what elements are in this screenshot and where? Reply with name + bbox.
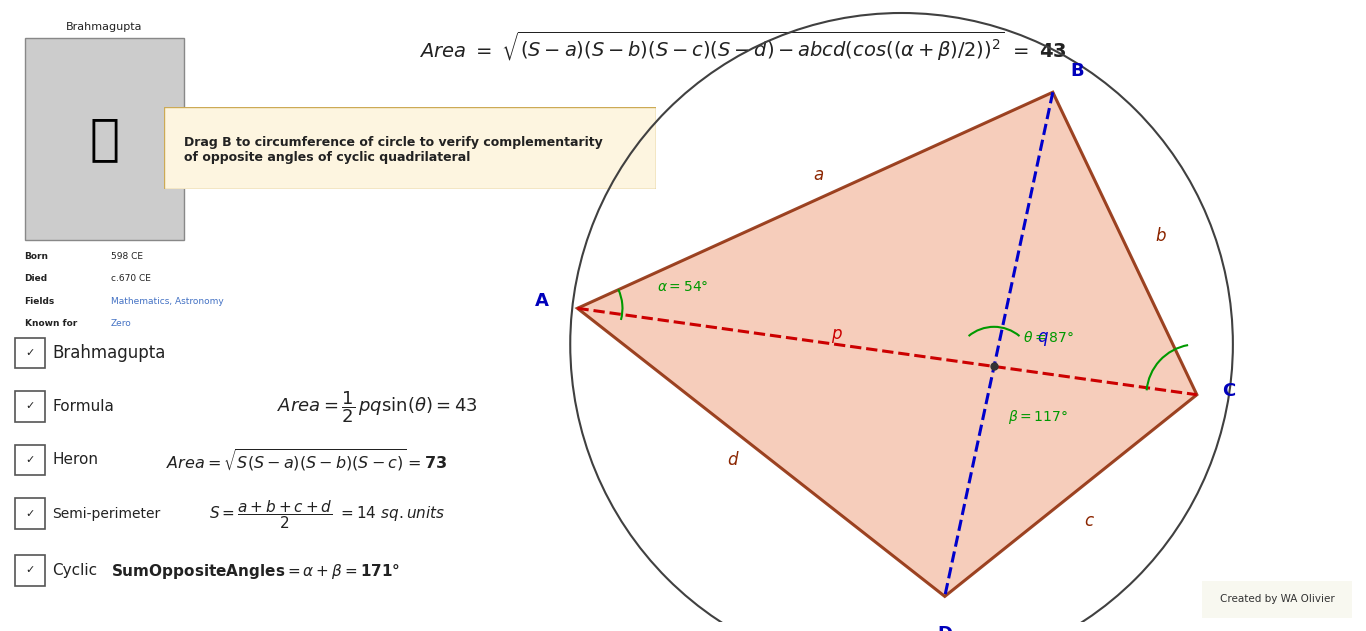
Text: 598 CE: 598 CE	[111, 252, 142, 261]
Text: b: b	[1156, 227, 1167, 245]
Text: ✓: ✓	[26, 455, 34, 465]
Text: Zero: Zero	[111, 319, 131, 327]
Text: ✓: ✓	[26, 565, 34, 575]
Text: Brahmagupta: Brahmagupta	[66, 21, 143, 32]
Text: $\mathit{Area}\ =\ \sqrt{(S-a)(S-b)(S-c)(S-d) - abcd(cos((\alpha+\beta)/2))^2}\ : $\mathit{Area}\ =\ \sqrt{(S-a)(S-b)(S-c)…	[419, 30, 1067, 62]
Text: C: C	[1223, 382, 1235, 400]
Text: Formula: Formula	[52, 399, 115, 414]
Text: $\theta = 87°$: $\theta = 87°$	[1023, 330, 1074, 345]
Text: $\mathit{Area} = \sqrt{S(S-a)(S-b)(S-c)} = \mathbf{73}$: $\mathit{Area} = \sqrt{S(S-a)(S-b)(S-c)}…	[167, 447, 447, 474]
Text: a: a	[814, 166, 824, 184]
Text: Fields: Fields	[25, 297, 55, 305]
Polygon shape	[578, 92, 1197, 596]
Text: Mathematics, Astronomy: Mathematics, Astronomy	[111, 297, 224, 305]
Text: q: q	[1037, 328, 1048, 346]
FancyBboxPatch shape	[164, 107, 656, 189]
FancyBboxPatch shape	[15, 391, 45, 422]
Text: Semi-perimeter: Semi-perimeter	[52, 507, 160, 521]
FancyBboxPatch shape	[15, 555, 45, 586]
Text: Created by WA Olivier: Created by WA Olivier	[1220, 594, 1335, 604]
Text: $S = \dfrac{a+b+c+d}{2}\ = 14\ sq.units$: $S = \dfrac{a+b+c+d}{2}\ = 14\ sq.units$	[209, 498, 445, 531]
Text: $\mathit{Area} = \dfrac{1}{2}\,pq\sin(\theta) = 43$: $\mathit{Area} = \dfrac{1}{2}\,pq\sin(\t…	[276, 389, 477, 425]
Text: ✓: ✓	[26, 401, 34, 411]
Text: p: p	[832, 324, 841, 343]
Text: D: D	[937, 625, 952, 631]
Text: $\mathbf{SumOppositeAngles} = \alpha + \beta = \mathbf{171°}$: $\mathbf{SumOppositeAngles} = \alpha + \…	[111, 562, 400, 581]
FancyBboxPatch shape	[15, 338, 45, 368]
Text: A: A	[534, 292, 549, 310]
Text: ✓: ✓	[26, 509, 34, 519]
Text: $\alpha = 54°$: $\alpha = 54°$	[657, 280, 708, 293]
Text: $\beta = 117°$: $\beta = 117°$	[1008, 408, 1068, 426]
Text: Drag B to circumference of circle to verify complementarity
of opposite angles o: Drag B to circumference of circle to ver…	[183, 136, 602, 164]
Text: c: c	[1085, 512, 1093, 530]
Text: Heron: Heron	[52, 452, 98, 468]
FancyBboxPatch shape	[1194, 579, 1359, 620]
FancyBboxPatch shape	[25, 38, 184, 240]
Text: Cyclic: Cyclic	[52, 563, 97, 578]
Text: Born: Born	[25, 252, 49, 261]
Text: B: B	[1071, 62, 1085, 80]
Text: ✓: ✓	[26, 348, 34, 358]
Text: 🧘: 🧘	[90, 115, 119, 163]
FancyBboxPatch shape	[15, 445, 45, 475]
Text: c.670 CE: c.670 CE	[111, 274, 150, 283]
FancyBboxPatch shape	[15, 498, 45, 529]
Text: Brahmagupta: Brahmagupta	[52, 344, 165, 362]
Text: d: d	[727, 451, 738, 469]
Text: Known for: Known for	[25, 319, 76, 327]
Text: Died: Died	[25, 274, 48, 283]
